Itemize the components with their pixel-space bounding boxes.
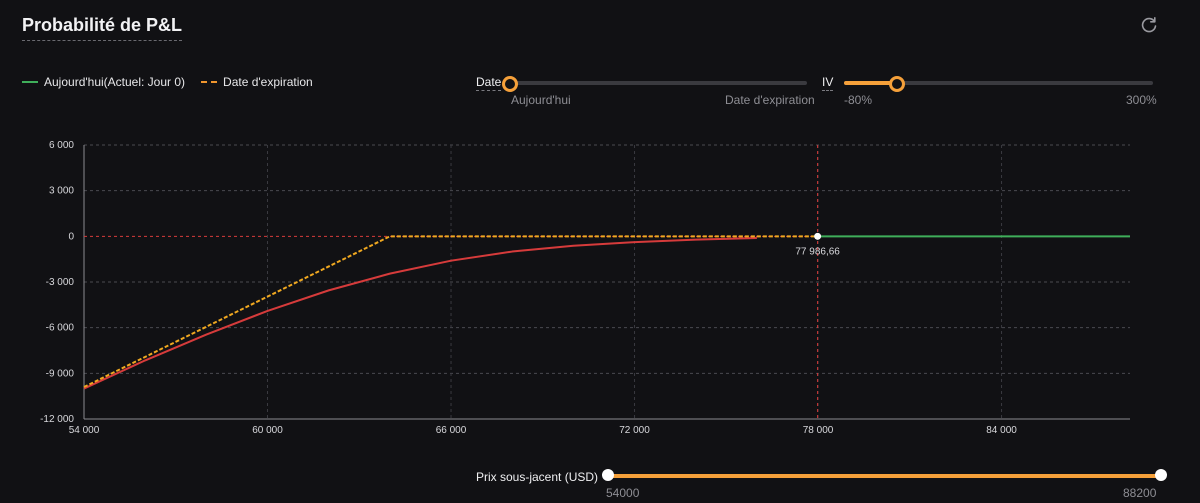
price-slider-low-handle[interactable]	[602, 469, 614, 481]
iv-slider-track[interactable]	[844, 81, 1153, 85]
x-tick-label: 54 000	[69, 425, 100, 436]
legend-item-expiry[interactable]: Date d'expiration	[201, 75, 313, 89]
date-slider-track[interactable]	[510, 81, 807, 85]
price-slider-min-label: 54000	[606, 486, 640, 500]
date-slider-label: Date	[476, 75, 502, 91]
iv-slider-label: IV	[822, 75, 834, 91]
date-slider-max-label: Date d'expiration	[725, 93, 815, 107]
series-expiry	[83, 235, 818, 388]
x-tick-label: 84 000	[986, 425, 1017, 436]
x-tick-label: 72 000	[619, 425, 650, 436]
price-slider-fill[interactable]	[608, 474, 1161, 478]
iv-slider-max-label: 300%	[1126, 93, 1157, 107]
legend: Aujourd'hui(Actuel: Jour 0) Date d'expir…	[22, 75, 313, 89]
series-today-below	[83, 237, 757, 390]
x-tick-label: 78 000	[803, 425, 834, 436]
price-slider-max-label: 88200	[1123, 486, 1157, 500]
x-tick-label: 66 000	[436, 425, 467, 436]
y-tick-label: 6 000	[49, 140, 74, 151]
refresh-icon[interactable]	[1139, 15, 1159, 35]
x-tick-label: 60 000	[252, 425, 283, 436]
iv-slider-min-label: -80%	[844, 93, 873, 107]
price-slider-label: Prix sous-jacent (USD)	[476, 470, 599, 484]
iv-slider-fill	[844, 81, 897, 85]
legend-swatch-expiry	[201, 81, 218, 83]
price-slider-high-handle[interactable]	[1155, 469, 1167, 481]
y-tick-label: 0	[68, 231, 74, 242]
legend-label-today: Aujourd'hui(Actuel: Jour 0)	[44, 75, 186, 89]
date-slider-handle[interactable]	[502, 76, 518, 92]
current-price-label: 77 986,66	[795, 246, 840, 257]
iv-slider-handle[interactable]	[888, 76, 905, 92]
y-tick-label: -6 000	[46, 323, 75, 334]
current-price-point	[814, 232, 822, 240]
date-slider-min-label: Aujourd'hui	[511, 93, 571, 107]
page-title: Probabilité de P&L	[22, 15, 183, 41]
y-tick-label: 3 000	[49, 186, 74, 197]
legend-label-expiry: Date d'expiration	[223, 75, 313, 89]
y-tick-label: -9 000	[46, 368, 75, 379]
y-tick-label: -12 000	[40, 414, 74, 425]
y-tick-label: -3 000	[46, 277, 75, 288]
legend-item-today[interactable]: Aujourd'hui(Actuel: Jour 0)	[22, 75, 185, 89]
legend-swatch-today	[22, 81, 38, 83]
